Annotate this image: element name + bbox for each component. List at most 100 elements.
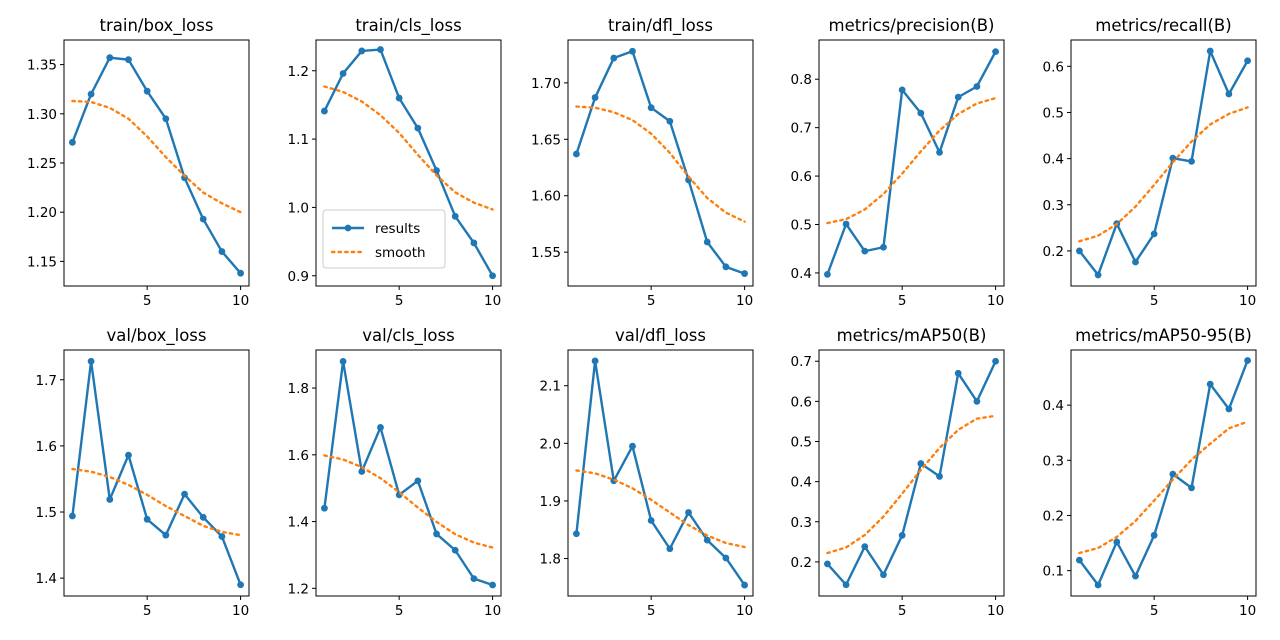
x-tick-label: 10 xyxy=(232,293,249,309)
axes-frame xyxy=(818,349,1005,597)
results-line xyxy=(575,50,745,275)
y-tick-label: 1.55 xyxy=(531,245,561,261)
results-point xyxy=(451,546,459,554)
x-tick-label: 5 xyxy=(1150,603,1159,619)
legend-smooth-label: smooth xyxy=(375,245,426,261)
results-line xyxy=(575,359,746,586)
results-point xyxy=(573,530,580,538)
x-tick-label: 10 xyxy=(736,293,753,309)
y-tick-label: 1.25 xyxy=(27,156,57,172)
y-tick-label: 1.9 xyxy=(540,494,561,510)
results-point xyxy=(842,220,850,228)
results-point xyxy=(87,357,95,365)
results-point xyxy=(218,533,226,540)
y-tick-label: 0.3 xyxy=(1043,453,1064,469)
results-point xyxy=(414,124,422,132)
results-point xyxy=(489,272,496,280)
results-point xyxy=(973,397,981,405)
subplot-title: train/dfl_loss xyxy=(608,16,713,36)
y-tick-label: 1.60 xyxy=(531,189,561,205)
results-point xyxy=(591,357,599,365)
y-tick-label: 1.1 xyxy=(288,132,309,148)
results-point xyxy=(898,532,906,539)
results-point xyxy=(917,109,925,117)
legend: results smooth xyxy=(322,209,446,269)
y-tick-label: 0.5 xyxy=(791,434,812,450)
results-point xyxy=(722,554,730,562)
results-line xyxy=(323,48,494,277)
results-point xyxy=(936,148,943,156)
y-tick-label: 0.2 xyxy=(791,555,812,571)
subplot-panel: metrics/recall(B) 0.2 0.3 0.4 0.5 0.6 5 10 xyxy=(1043,16,1257,309)
subplot-panel: val/box_loss 1.4 1.5 1.6 1.7 5 10 xyxy=(36,326,250,619)
subplot-title: train/cls_loss xyxy=(355,16,461,36)
results-point xyxy=(237,581,244,589)
results-point xyxy=(591,94,599,101)
smooth-line xyxy=(826,96,997,225)
results-point xyxy=(629,442,636,450)
results-point xyxy=(106,496,114,503)
results-point xyxy=(1076,556,1083,564)
x-tick-label: 5 xyxy=(647,293,656,309)
subplot-title: val/box_loss xyxy=(107,326,207,346)
results-point xyxy=(610,54,618,62)
y-tick-label: 0.2 xyxy=(1043,508,1064,524)
results-point xyxy=(237,269,244,277)
results-line xyxy=(1078,360,1249,587)
subplot-title: metrics/mAP50-95(B) xyxy=(1075,326,1252,345)
results-point xyxy=(573,150,580,158)
results-point xyxy=(647,104,655,112)
y-tick-label: 1.2 xyxy=(288,64,309,80)
results-point xyxy=(470,575,478,583)
results-point xyxy=(1188,157,1195,165)
results-point xyxy=(880,571,887,579)
subplot-panel: val/dfl_loss 1.8 1.9 2.0 2.1 5 10 xyxy=(540,326,754,619)
y-tick-label: 0.6 xyxy=(791,169,812,185)
results-point xyxy=(1094,581,1102,589)
results-point xyxy=(395,94,403,102)
y-tick-label: 0.7 xyxy=(791,121,812,137)
results-point xyxy=(1076,247,1083,255)
results-point xyxy=(629,47,636,55)
y-tick-label: 1.35 xyxy=(27,58,57,74)
results-point xyxy=(125,56,132,64)
legend-results-marker xyxy=(344,224,352,232)
subplot-title: val/dfl_loss xyxy=(615,326,706,346)
y-tick-label: 0.6 xyxy=(1043,59,1064,75)
results-line xyxy=(826,51,997,275)
results-point xyxy=(1188,484,1195,492)
y-tick-label: 2.1 xyxy=(540,379,561,395)
results-point xyxy=(358,47,366,55)
results-point xyxy=(339,357,347,365)
results-point xyxy=(181,490,188,498)
y-tick-label: 0.6 xyxy=(791,394,812,410)
results-point xyxy=(87,90,95,98)
results-point xyxy=(685,509,692,516)
axes-frame xyxy=(818,39,1005,287)
results-point xyxy=(199,513,207,521)
subplot-title: metrics/mAP50(B) xyxy=(837,326,987,345)
x-tick-label: 5 xyxy=(898,293,907,309)
results-line xyxy=(71,56,242,274)
x-tick-label: 5 xyxy=(143,603,152,619)
y-tick-label: 0.5 xyxy=(1043,105,1064,121)
results-point xyxy=(954,93,962,101)
y-tick-label: 0.9 xyxy=(288,269,309,285)
results-point xyxy=(162,531,170,539)
results-point xyxy=(824,270,831,278)
results-point xyxy=(992,48,999,56)
results-point xyxy=(1132,572,1139,580)
results-point xyxy=(722,263,730,271)
results-point xyxy=(666,117,674,125)
x-tick-label: 10 xyxy=(1239,293,1256,309)
results-point xyxy=(199,215,207,223)
results-point xyxy=(1244,357,1251,364)
y-tick-label: 1.4 xyxy=(36,571,57,587)
results-point xyxy=(1113,538,1121,546)
results-point xyxy=(106,54,114,62)
results-point xyxy=(741,581,748,589)
axes-frame xyxy=(1070,39,1257,287)
results-point xyxy=(973,83,981,90)
